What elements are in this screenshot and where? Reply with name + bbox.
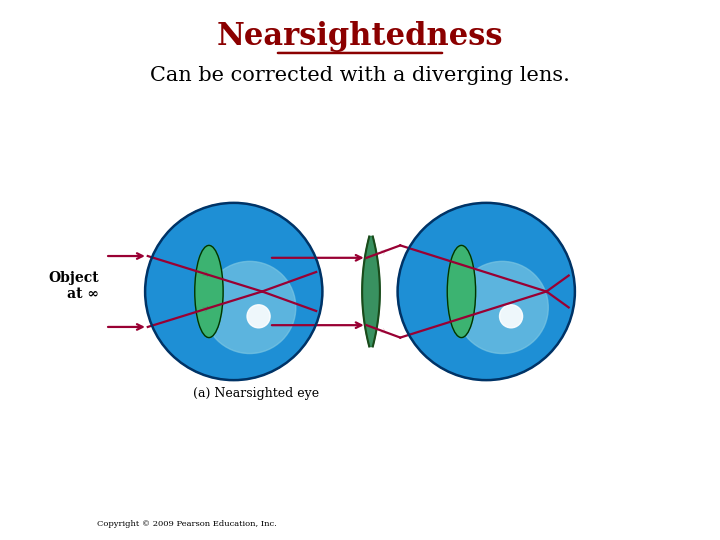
Text: (a) Nearsighted eye: (a) Nearsighted eye [193, 387, 319, 400]
Circle shape [247, 305, 270, 328]
Circle shape [397, 203, 575, 380]
Polygon shape [362, 237, 380, 347]
Circle shape [204, 261, 296, 354]
Text: Copyright © 2009 Pearson Education, Inc.: Copyright © 2009 Pearson Education, Inc. [96, 520, 276, 528]
Text: Object
at ∞: Object at ∞ [48, 271, 99, 301]
Ellipse shape [194, 245, 223, 338]
Circle shape [456, 261, 549, 354]
Circle shape [500, 305, 523, 328]
Text: Can be corrected with a diverging lens.: Can be corrected with a diverging lens. [150, 66, 570, 85]
Ellipse shape [447, 245, 476, 338]
Text: Nearsightedness: Nearsightedness [217, 21, 503, 52]
Circle shape [145, 203, 323, 380]
